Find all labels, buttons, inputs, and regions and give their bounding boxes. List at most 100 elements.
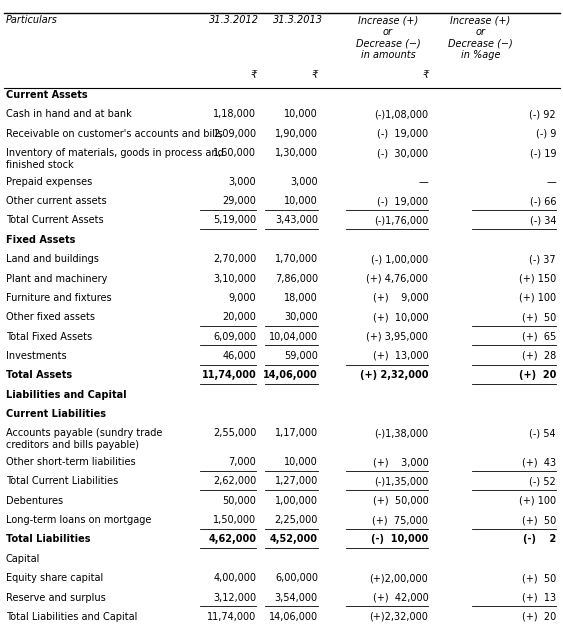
Text: 3,000: 3,000	[291, 177, 318, 187]
Text: 30,000: 30,000	[284, 312, 318, 322]
Text: (-)1,35,000: (-)1,35,000	[374, 477, 428, 487]
Text: 2,62,000: 2,62,000	[213, 477, 256, 487]
Text: (+) 150: (+) 150	[519, 273, 556, 283]
Text: (+)  50: (+) 50	[522, 573, 556, 583]
Text: (+)  75,000: (+) 75,000	[372, 515, 428, 525]
Text: Fixed Assets: Fixed Assets	[6, 235, 75, 245]
Text: ₹: ₹	[250, 70, 256, 80]
Text: 5,19,000: 5,19,000	[213, 216, 256, 226]
Text: 10,000: 10,000	[284, 457, 318, 467]
Text: (+)  13,000: (+) 13,000	[373, 351, 428, 361]
Text: 6,00,000: 6,00,000	[275, 573, 318, 583]
Text: (-) 19: (-) 19	[530, 148, 556, 158]
Text: (-) 37: (-) 37	[529, 254, 556, 264]
Text: Liabilities and Capital: Liabilities and Capital	[6, 389, 127, 399]
Text: (+)2,00,000: (+)2,00,000	[369, 573, 428, 583]
Text: (+)  10,000: (+) 10,000	[373, 312, 428, 322]
Text: (+)  50: (+) 50	[522, 312, 556, 322]
Text: (-) 34: (-) 34	[530, 216, 556, 226]
Text: Debentures: Debentures	[6, 496, 63, 506]
Text: Long-term loans on mortgage: Long-term loans on mortgage	[6, 515, 151, 525]
Text: 1,90,000: 1,90,000	[275, 129, 318, 139]
Text: 3,43,000: 3,43,000	[275, 216, 318, 226]
Text: 1,17,000: 1,17,000	[275, 428, 318, 438]
Text: 9,000: 9,000	[229, 293, 256, 303]
Text: (+) 100: (+) 100	[519, 496, 556, 506]
Text: Total Liabilities and Capital: Total Liabilities and Capital	[6, 612, 137, 622]
Text: (+) 100: (+) 100	[519, 293, 556, 303]
Text: (-)  19,000: (-) 19,000	[377, 196, 428, 206]
Text: (-) 9: (-) 9	[535, 129, 556, 139]
Text: 1,27,000: 1,27,000	[275, 477, 318, 487]
Text: Current Assets: Current Assets	[6, 90, 87, 100]
Text: (+)  13: (+) 13	[522, 593, 556, 603]
Text: (+)  65: (+) 65	[522, 332, 556, 342]
Text: (+)  50: (+) 50	[522, 515, 556, 525]
Text: (-) 92: (-) 92	[529, 109, 556, 119]
Text: 2,25,000: 2,25,000	[275, 515, 318, 525]
Text: 2,55,000: 2,55,000	[213, 428, 256, 438]
Text: Total Liabilities: Total Liabilities	[6, 534, 91, 544]
Text: (-)1,38,000: (-)1,38,000	[374, 428, 428, 438]
Text: ₹: ₹	[422, 70, 428, 80]
Text: ₹: ₹	[312, 70, 318, 80]
Text: (-)  19,000: (-) 19,000	[377, 129, 428, 139]
Text: —: —	[546, 177, 556, 187]
Text: Capital: Capital	[6, 554, 40, 564]
Text: (+) 4,76,000: (+) 4,76,000	[367, 273, 428, 283]
Text: 46,000: 46,000	[222, 351, 256, 361]
Text: (-)1,76,000: (-)1,76,000	[374, 216, 428, 226]
Text: 50,000: 50,000	[222, 496, 256, 506]
Text: Investments: Investments	[6, 351, 66, 361]
Text: (+)  42,000: (+) 42,000	[373, 593, 428, 603]
Text: (-) 52: (-) 52	[529, 477, 556, 487]
Text: Inventory of materials, goods in process and
finished stock: Inventory of materials, goods in process…	[6, 148, 224, 170]
Text: Other current assets: Other current assets	[6, 196, 106, 206]
Text: 20,000: 20,000	[222, 312, 256, 322]
Text: 11,74,000: 11,74,000	[207, 612, 256, 622]
Text: 18,000: 18,000	[284, 293, 318, 303]
Text: 1,60,000: 1,60,000	[213, 148, 256, 158]
Text: 29,000: 29,000	[222, 196, 256, 206]
Text: 3,10,000: 3,10,000	[213, 273, 256, 283]
Text: Current Liabilities: Current Liabilities	[6, 409, 106, 419]
Text: 7,000: 7,000	[229, 457, 256, 467]
Text: 11,74,000: 11,74,000	[202, 371, 256, 381]
Text: 4,62,000: 4,62,000	[208, 534, 256, 544]
Text: 1,00,000: 1,00,000	[275, 496, 318, 506]
Text: 14,06,000: 14,06,000	[263, 371, 318, 381]
Text: (-) 1,00,000: (-) 1,00,000	[371, 254, 428, 264]
Text: 1,50,000: 1,50,000	[213, 515, 256, 525]
Text: 10,000: 10,000	[284, 196, 318, 206]
Text: (+) 2,32,000: (+) 2,32,000	[360, 371, 428, 381]
Text: Receivable on customer's accounts and bills: Receivable on customer's accounts and bi…	[6, 129, 223, 139]
Text: 7,86,000: 7,86,000	[275, 273, 318, 283]
Text: 10,000: 10,000	[284, 109, 318, 119]
Text: (-)  10,000: (-) 10,000	[371, 534, 428, 544]
Text: 10,04,000: 10,04,000	[269, 332, 318, 342]
Text: Equity share capital: Equity share capital	[6, 573, 103, 583]
Text: 31.3.2012: 31.3.2012	[209, 15, 259, 25]
Text: Other fixed assets: Other fixed assets	[6, 312, 95, 322]
Text: (-) 54: (-) 54	[529, 428, 556, 438]
Text: (+)  43: (+) 43	[522, 457, 556, 467]
Text: 6,09,000: 6,09,000	[213, 332, 256, 342]
Text: Increase (+)
or
Decrease (−)
in %age: Increase (+) or Decrease (−) in %age	[448, 15, 513, 60]
Text: Plant and machinery: Plant and machinery	[6, 273, 107, 283]
Text: Total Current Liabilities: Total Current Liabilities	[6, 477, 118, 487]
Text: (+)  28: (+) 28	[522, 351, 556, 361]
Text: 31.3.2013: 31.3.2013	[273, 15, 323, 25]
Text: Particulars: Particulars	[6, 15, 58, 25]
Text: (+)  20: (+) 20	[522, 612, 556, 622]
Text: (+)2,32,000: (+)2,32,000	[369, 612, 428, 622]
Text: 4,52,000: 4,52,000	[270, 534, 318, 544]
Text: Reserve and surplus: Reserve and surplus	[6, 593, 106, 603]
Text: 4,00,000: 4,00,000	[213, 573, 256, 583]
Text: Total Fixed Assets: Total Fixed Assets	[6, 332, 92, 342]
Text: Cash in hand and at bank: Cash in hand and at bank	[6, 109, 132, 119]
Text: (-)1,08,000: (-)1,08,000	[374, 109, 428, 119]
Text: (+)    9,000: (+) 9,000	[373, 293, 428, 303]
Text: 1,70,000: 1,70,000	[275, 254, 318, 264]
Text: Increase (+)
or
Decrease (−)
in amounts: Increase (+) or Decrease (−) in amounts	[356, 15, 421, 60]
Text: (-) 66: (-) 66	[530, 196, 556, 206]
